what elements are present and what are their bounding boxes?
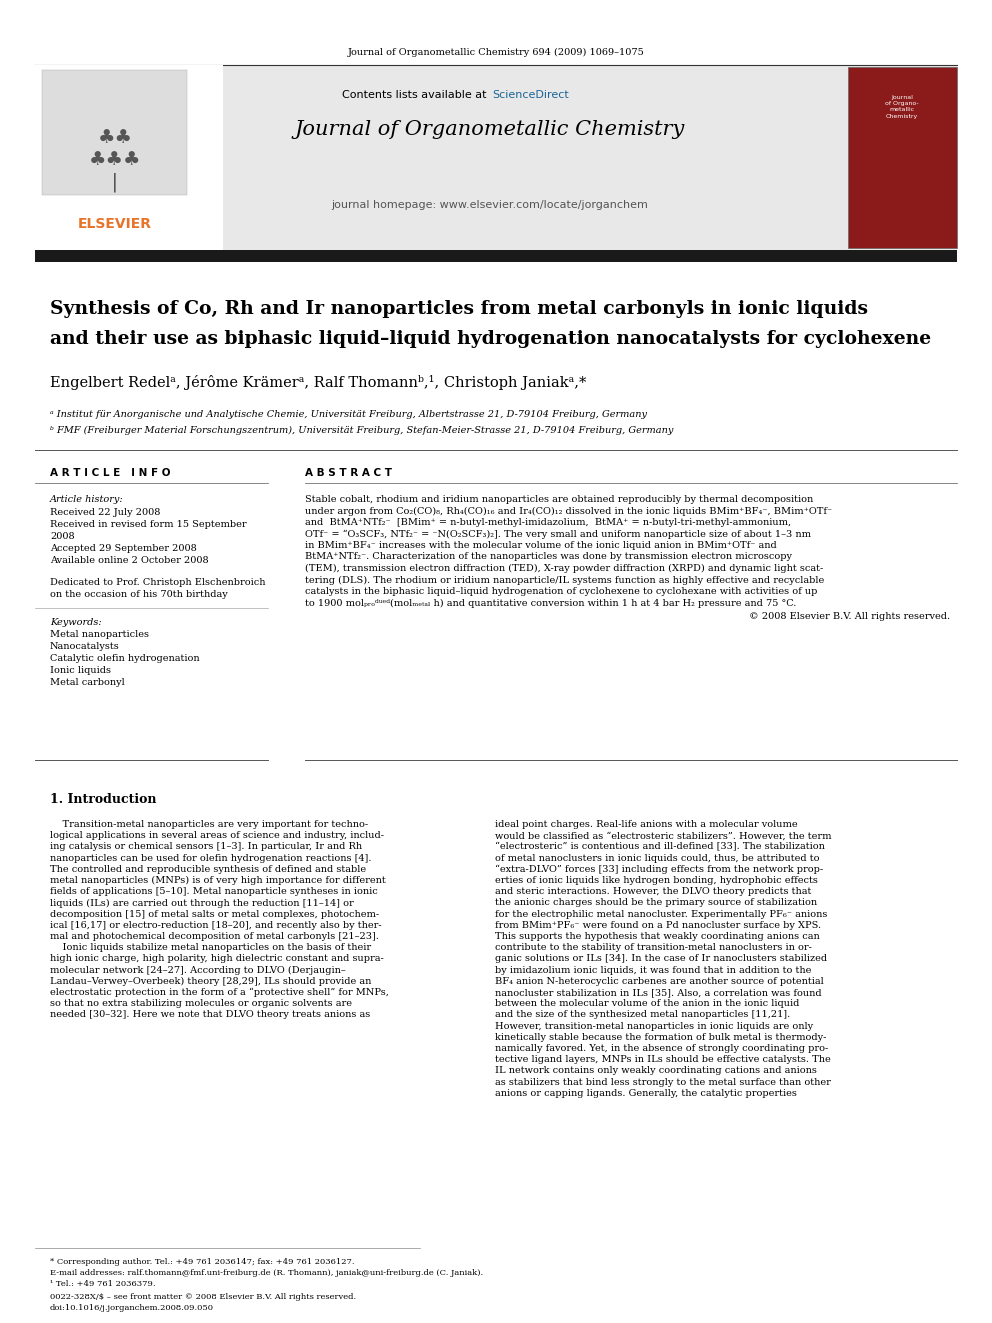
Text: Dedicated to Prof. Christoph Elschenbroich: Dedicated to Prof. Christoph Elschenbroi… — [50, 578, 266, 587]
Text: ᵇ FMF (Freiburger Material Forschungszentrum), Universität Freiburg, Stefan-Meie: ᵇ FMF (Freiburger Material Forschungszen… — [50, 426, 674, 435]
Text: in BMim⁺BF₄⁻ increases with the molecular volume of the ionic liquid anion in BM: in BMim⁺BF₄⁻ increases with the molecula… — [305, 541, 777, 550]
Text: needed [30–32]. Here we note that DLVO theory treats anions as: needed [30–32]. Here we note that DLVO t… — [50, 1011, 370, 1020]
Text: and the size of the synthesized metal nanoparticles [11,21].: and the size of the synthesized metal na… — [495, 1011, 791, 1020]
Text: namically favored. Yet, in the absence of strongly coordinating pro-: namically favored. Yet, in the absence o… — [495, 1044, 828, 1053]
Text: ♣♣
♣♣♣
  |: ♣♣ ♣♣♣ | — [88, 128, 141, 192]
Text: BF₄ anion N-heterocyclic carbenes are another source of potential: BF₄ anion N-heterocyclic carbenes are an… — [495, 976, 823, 986]
Text: “electrosteric” is contentious and ill-defined [33]. The stabilization: “electrosteric” is contentious and ill-d… — [495, 843, 825, 852]
Text: decomposition [15] of metal salts or metal complexes, photochem-: decomposition [15] of metal salts or met… — [50, 910, 379, 918]
Text: Metal carbonyl: Metal carbonyl — [50, 677, 125, 687]
Text: Ionic liquids: Ionic liquids — [50, 665, 111, 675]
Text: 1. Introduction: 1. Introduction — [50, 792, 157, 806]
Text: by imidazolium ionic liquids, it was found that in addition to the: by imidazolium ionic liquids, it was fou… — [495, 966, 811, 975]
Text: Catalytic olefin hydrogenation: Catalytic olefin hydrogenation — [50, 654, 199, 663]
Text: Contents lists available at: Contents lists available at — [342, 90, 490, 101]
Text: Engelbert Redelᵃ, Jérôme Krämerᵃ, Ralf Thomannᵇ,¹, Christoph Janiakᵃ,*: Engelbert Redelᵃ, Jérôme Krämerᵃ, Ralf T… — [50, 374, 586, 390]
Text: Journal of Organometallic Chemistry: Journal of Organometallic Chemistry — [295, 120, 685, 139]
Text: The controlled and reproducible synthesis of defined and stable: The controlled and reproducible synthesi… — [50, 865, 366, 873]
Text: catalysts in the biphasic liquid–liquid hydrogenation of cyclohexene to cyclohex: catalysts in the biphasic liquid–liquid … — [305, 587, 817, 595]
Text: under argon from Co₂(CO)₈, Rh₄(CO)₁₆ and Ir₄(CO)₁₂ dissolved in the ionic liquid: under argon from Co₂(CO)₈, Rh₄(CO)₁₆ and… — [305, 507, 832, 516]
Text: metal nanoparticles (MNPs) is of very high importance for different: metal nanoparticles (MNPs) is of very hi… — [50, 876, 386, 885]
Text: journal homepage: www.elsevier.com/locate/jorganchem: journal homepage: www.elsevier.com/locat… — [331, 200, 649, 210]
Text: ing catalysis or chemical sensors [1–3]. In particular, Ir and Rh: ing catalysis or chemical sensors [1–3].… — [50, 843, 362, 852]
Text: ical [16,17] or electro-reduction [18–20], and recently also by ther-: ical [16,17] or electro-reduction [18–20… — [50, 921, 382, 930]
Text: 2008: 2008 — [50, 532, 74, 541]
Text: logical applications in several areas of science and industry, includ-: logical applications in several areas of… — [50, 831, 384, 840]
Text: 0022-328X/$ – see front matter © 2008 Elsevier B.V. All rights reserved.: 0022-328X/$ – see front matter © 2008 El… — [50, 1293, 356, 1301]
Text: ᵃ Institut für Anorganische und Analytische Chemie, Universität Freiburg, Albert: ᵃ Institut für Anorganische und Analytis… — [50, 410, 647, 419]
Text: A R T I C L E   I N F O: A R T I C L E I N F O — [50, 468, 171, 478]
Text: Synthesis of Co, Rh and Ir nanoparticles from metal carbonyls in ionic liquids: Synthesis of Co, Rh and Ir nanoparticles… — [50, 300, 868, 318]
Text: tective ligand layers, MNPs in ILs should be effective catalysts. The: tective ligand layers, MNPs in ILs shoul… — [495, 1056, 830, 1064]
Text: liquids (ILs) are carried out through the reduction [11–14] or: liquids (ILs) are carried out through th… — [50, 898, 354, 908]
Text: * Corresponding author. Tel.: +49 761 2036147; fax: +49 761 2036127.: * Corresponding author. Tel.: +49 761 20… — [50, 1258, 354, 1266]
Text: ideal point charges. Real-life anions with a molecular volume: ideal point charges. Real-life anions wi… — [495, 820, 798, 830]
Text: © 2008 Elsevier B.V. All rights reserved.: © 2008 Elsevier B.V. All rights reserved… — [749, 613, 950, 620]
Text: molecular network [24–27]. According to DLVO (Derjaugin–: molecular network [24–27]. According to … — [50, 966, 346, 975]
Text: would be classified as “electrosteric stabilizers”. However, the term: would be classified as “electrosteric st… — [495, 831, 831, 840]
Text: ELSEVIER: ELSEVIER — [78, 217, 152, 232]
Text: as stabilizers that bind less strongly to the metal surface than other: as stabilizers that bind less strongly t… — [495, 1078, 831, 1086]
Text: for the electrophilic metal nanocluster. Experimentally PF₆⁻ anions: for the electrophilic metal nanocluster.… — [495, 910, 827, 918]
Text: Received in revised form 15 September: Received in revised form 15 September — [50, 520, 247, 529]
Text: to 1900 molₚᵣₒᵈᵘᵉᵈ(molₘₑₜₐₗ h) and quantitative conversion within 1 h at 4 bar H: to 1900 molₚᵣₒᵈᵘᵉᵈ(molₘₑₜₐₗ h) and quant… — [305, 598, 797, 607]
Text: Metal nanoparticles: Metal nanoparticles — [50, 630, 149, 639]
Text: OTf⁻ = “O₃SCF₃, NTf₂⁻ = ⁻N(O₂SCF₃)₂]. The very small and uniform nanoparticle si: OTf⁻ = “O₃SCF₃, NTf₂⁻ = ⁻N(O₂SCF₃)₂]. Th… — [305, 529, 811, 538]
Text: so that no extra stabilizing molecules or organic solvents are: so that no extra stabilizing molecules o… — [50, 999, 352, 1008]
Text: Stable cobalt, rhodium and iridium nanoparticles are obtained reproducibly by th: Stable cobalt, rhodium and iridium nanop… — [305, 495, 813, 504]
Text: nanoparticles can be used for olefin hydrogenation reactions [4].: nanoparticles can be used for olefin hyd… — [50, 853, 371, 863]
Text: BtMA⁺NTf₂⁻. Characterization of the nanoparticles was done by transmission elect: BtMA⁺NTf₂⁻. Characterization of the nano… — [305, 553, 792, 561]
Text: ganic solutions or ILs [34]. In the case of Ir nanoclusters stabilized: ganic solutions or ILs [34]. In the case… — [495, 954, 827, 963]
Text: Received 22 July 2008: Received 22 July 2008 — [50, 508, 161, 517]
Bar — [848, 67, 957, 247]
Text: Available online 2 October 2008: Available online 2 October 2008 — [50, 556, 208, 565]
Text: nanocluster stabilization in ILs [35]. Also, a correlation was found: nanocluster stabilization in ILs [35]. A… — [495, 988, 821, 998]
Text: of metal nanoclusters in ionic liquids could, thus, be attributed to: of metal nanoclusters in ionic liquids c… — [495, 853, 819, 863]
Text: and  BtMA⁺NTf₂⁻  [BMim⁺ = n-butyl-methyl-imidazolium,  BtMA⁺ = n-butyl-tri-methy: and BtMA⁺NTf₂⁻ [BMim⁺ = n-butyl-methyl-i… — [305, 519, 792, 527]
Text: on the occasion of his 70th birthday: on the occasion of his 70th birthday — [50, 590, 228, 599]
Text: doi:10.1016/j.jorganchem.2008.09.050: doi:10.1016/j.jorganchem.2008.09.050 — [50, 1304, 214, 1312]
Text: kinetically stable because the formation of bulk metal is thermody-: kinetically stable because the formation… — [495, 1033, 826, 1041]
Text: IL network contains only weakly coordinating cations and anions: IL network contains only weakly coordina… — [495, 1066, 816, 1076]
Bar — [35, 65, 957, 250]
Text: E-mail addresses: ralf.thomann@fmf.uni-freiburg.de (R. Thomann), janiak@uni-frei: E-mail addresses: ralf.thomann@fmf.uni-f… — [50, 1269, 483, 1277]
Text: Keywords:: Keywords: — [50, 618, 101, 627]
Text: Accepted 29 September 2008: Accepted 29 September 2008 — [50, 544, 196, 553]
Text: Journal
of Organo-
metallic
Chemistry: Journal of Organo- metallic Chemistry — [885, 95, 919, 119]
Text: and their use as biphasic liquid–liquid hydrogenation nanocatalysts for cyclohex: and their use as biphasic liquid–liquid … — [50, 329, 931, 348]
Text: electrostatic protection in the form of a “protective shell” for MNPs,: electrostatic protection in the form of … — [50, 988, 389, 998]
Text: erties of ionic liquids like hydrogen bonding, hydrophobic effects: erties of ionic liquids like hydrogen bo… — [495, 876, 817, 885]
Text: Transition-metal nanoparticles are very important for techno-: Transition-metal nanoparticles are very … — [50, 820, 368, 830]
Text: fields of applications [5–10]. Metal nanoparticle syntheses in ionic: fields of applications [5–10]. Metal nan… — [50, 888, 378, 896]
Text: However, transition-metal nanoparticles in ionic liquids are only: However, transition-metal nanoparticles … — [495, 1021, 813, 1031]
Text: (TEM), transmission electron diffraction (TED), X-ray powder diffraction (XRPD) : (TEM), transmission electron diffraction… — [305, 564, 823, 573]
Text: the anionic charges should be the primary source of stabilization: the anionic charges should be the primar… — [495, 898, 817, 908]
Text: tering (DLS). The rhodium or iridium nanoparticle/IL systems function as highly : tering (DLS). The rhodium or iridium nan… — [305, 576, 824, 585]
Text: “extra-DLVO” forces [33] including effects from the network prop-: “extra-DLVO” forces [33] including effec… — [495, 865, 823, 875]
Text: ScienceDirect: ScienceDirect — [492, 90, 568, 101]
Text: and steric interactions. However, the DLVO theory predicts that: and steric interactions. However, the DL… — [495, 888, 811, 896]
Text: between the molecular volume of the anion in the ionic liquid: between the molecular volume of the anio… — [495, 999, 800, 1008]
Bar — [35, 65, 223, 250]
Text: high ionic charge, high polarity, high dielectric constant and supra-: high ionic charge, high polarity, high d… — [50, 954, 384, 963]
Text: contribute to the stability of transition-metal nanoclusters in or-: contribute to the stability of transitio… — [495, 943, 811, 953]
Text: Article history:: Article history: — [50, 495, 124, 504]
Text: Ionic liquids stabilize metal nanoparticles on the basis of their: Ionic liquids stabilize metal nanopartic… — [50, 943, 371, 953]
Text: anions or capping ligands. Generally, the catalytic properties: anions or capping ligands. Generally, th… — [495, 1089, 797, 1098]
Text: A B S T R A C T: A B S T R A C T — [305, 468, 392, 478]
Bar — [42, 70, 187, 194]
Bar — [35, 250, 957, 262]
Text: ¹ Tel.: +49 761 2036379.: ¹ Tel.: +49 761 2036379. — [50, 1279, 156, 1289]
Text: This supports the hypothesis that weakly coordinating anions can: This supports the hypothesis that weakly… — [495, 931, 819, 941]
Text: mal and photochemical decomposition of metal carbonyls [21–23].: mal and photochemical decomposition of m… — [50, 931, 379, 941]
Text: Landau–Verwey–Overbeek) theory [28,29], ILs should provide an: Landau–Verwey–Overbeek) theory [28,29], … — [50, 976, 371, 986]
Text: Nanocatalysts: Nanocatalysts — [50, 642, 120, 651]
Text: Journal of Organometallic Chemistry 694 (2009) 1069–1075: Journal of Organometallic Chemistry 694 … — [347, 48, 645, 57]
Text: from BMim⁺PF₆⁻ were found on a Pd nanocluster surface by XPS.: from BMim⁺PF₆⁻ were found on a Pd nanocl… — [495, 921, 821, 930]
